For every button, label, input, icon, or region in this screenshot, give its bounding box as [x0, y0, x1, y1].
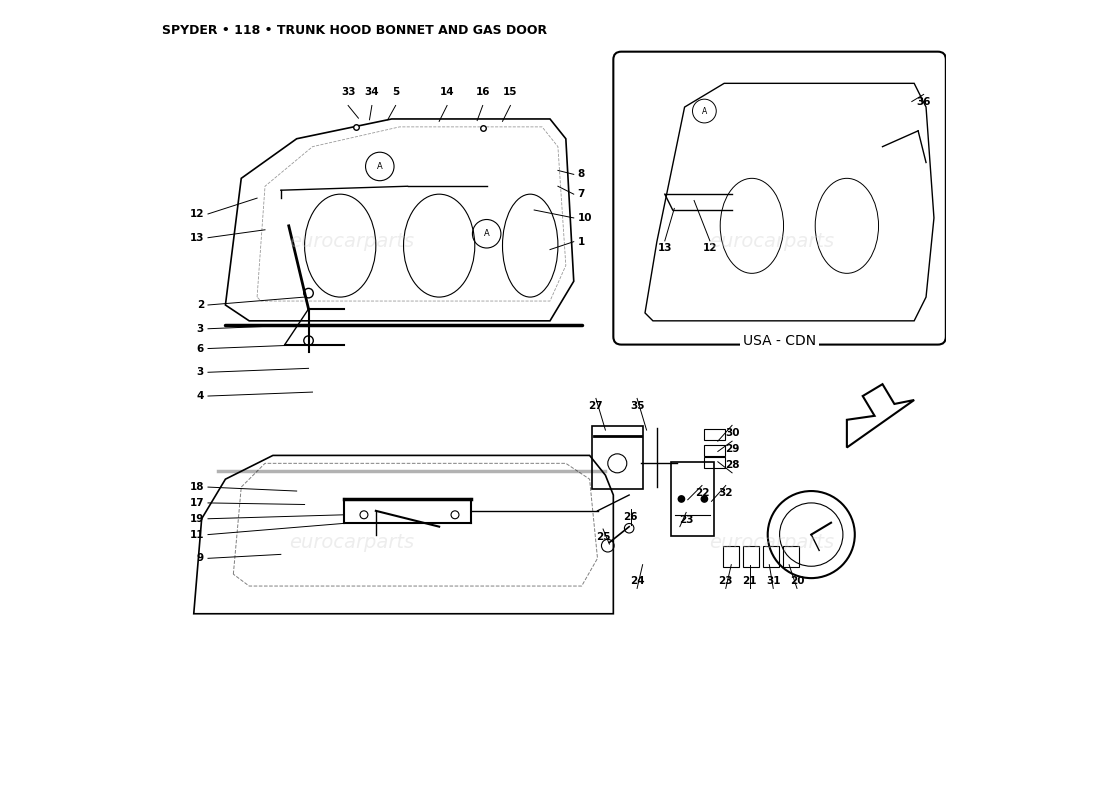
Text: 22: 22 — [695, 489, 710, 498]
Text: 21: 21 — [742, 575, 757, 586]
Text: 9: 9 — [197, 554, 204, 563]
Text: 27: 27 — [588, 402, 603, 411]
Text: 15: 15 — [503, 86, 518, 97]
Text: 24: 24 — [630, 575, 645, 586]
Text: 29: 29 — [725, 444, 739, 454]
Text: 16: 16 — [475, 86, 490, 97]
Text: 4: 4 — [197, 391, 204, 401]
Text: A: A — [702, 106, 707, 115]
Text: 20: 20 — [790, 575, 804, 586]
Text: 35: 35 — [630, 402, 645, 411]
Text: 11: 11 — [189, 530, 204, 539]
Text: SPYDER • 118 • TRUNK HOOD BONNET AND GAS DOOR: SPYDER • 118 • TRUNK HOOD BONNET AND GAS… — [162, 24, 547, 37]
Text: 13: 13 — [189, 233, 204, 242]
Circle shape — [360, 511, 367, 518]
Text: 5: 5 — [392, 86, 399, 97]
Text: 17: 17 — [189, 498, 204, 508]
Circle shape — [701, 496, 707, 502]
Text: 18: 18 — [189, 482, 204, 492]
Text: 23: 23 — [679, 515, 693, 526]
Text: 23: 23 — [718, 575, 733, 586]
Text: 7: 7 — [578, 189, 585, 199]
Text: eurocarparts: eurocarparts — [289, 533, 415, 552]
Text: eurocarparts: eurocarparts — [289, 232, 415, 251]
Text: 25: 25 — [596, 532, 611, 542]
Text: eurocarparts: eurocarparts — [710, 533, 834, 552]
Text: 12: 12 — [189, 209, 204, 219]
Text: 3: 3 — [197, 324, 204, 334]
Text: 1: 1 — [578, 237, 585, 246]
Text: 14: 14 — [440, 86, 454, 97]
Text: 30: 30 — [725, 428, 739, 438]
Text: 33: 33 — [341, 86, 355, 97]
Text: USA - CDN: USA - CDN — [742, 334, 816, 349]
Text: 32: 32 — [718, 489, 733, 498]
Text: 31: 31 — [766, 575, 781, 586]
Text: 10: 10 — [578, 213, 592, 223]
Text: A: A — [484, 230, 490, 238]
Text: 12: 12 — [703, 243, 717, 253]
Text: 28: 28 — [725, 460, 739, 470]
Text: 6: 6 — [197, 343, 204, 354]
Circle shape — [451, 511, 459, 518]
Circle shape — [679, 496, 684, 502]
Text: A: A — [377, 162, 383, 171]
Text: 13: 13 — [658, 243, 672, 253]
Text: eurocarparts: eurocarparts — [710, 232, 834, 251]
Polygon shape — [847, 384, 914, 447]
Text: 2: 2 — [197, 300, 204, 310]
Text: 3: 3 — [197, 367, 204, 378]
Text: 26: 26 — [624, 512, 638, 522]
Text: 36: 36 — [916, 97, 931, 106]
Text: 19: 19 — [189, 514, 204, 524]
Text: 34: 34 — [364, 86, 380, 97]
Text: 8: 8 — [578, 170, 585, 179]
